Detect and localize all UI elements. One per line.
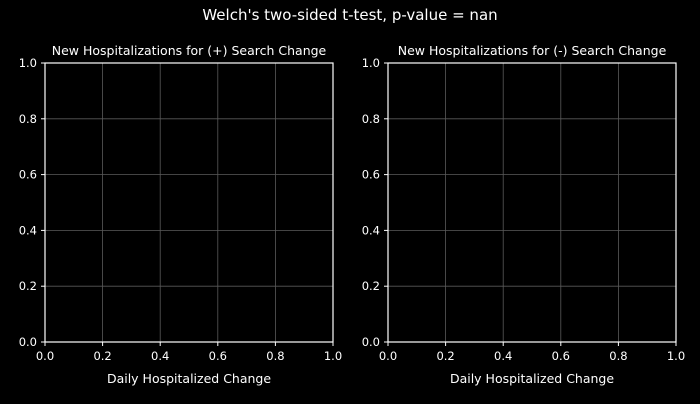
x-axis-label: Daily Hospitalized Change xyxy=(107,371,271,386)
figure-suptitle: Welch's two-sided t-test, p-value = nan xyxy=(202,6,497,24)
x-tick-label: 1.0 xyxy=(324,349,342,363)
y-tick-label: 0.0 xyxy=(362,335,380,349)
x-tick-label: 0.2 xyxy=(93,349,111,363)
x-tick-label: 0.4 xyxy=(151,349,169,363)
x-tick-label: 1.0 xyxy=(667,349,685,363)
x-tick-label: 0.8 xyxy=(266,349,284,363)
x-tick-label: 0.0 xyxy=(36,349,54,363)
axes-frame-right xyxy=(387,62,677,343)
x-tick-label: 0.6 xyxy=(209,349,227,363)
y-tick-label: 0.8 xyxy=(362,112,380,126)
x-axis-label: Daily Hospitalized Change xyxy=(450,371,614,386)
x-tick-label: 0.4 xyxy=(494,349,512,363)
x-tick-label: 0.8 xyxy=(609,349,627,363)
x-tick-label: 0.6 xyxy=(552,349,570,363)
y-tick-label: 0.4 xyxy=(362,223,380,237)
x-tick-label: 0.2 xyxy=(436,349,454,363)
plot-area-right xyxy=(388,63,676,342)
subplot-title: New Hospitalizations for (+) Search Chan… xyxy=(52,43,327,58)
plot-area-left xyxy=(45,63,333,342)
x-tick-label: 0.0 xyxy=(379,349,397,363)
y-tick-label: 0.2 xyxy=(19,279,37,293)
y-tick-label: 0.8 xyxy=(19,112,37,126)
subplot-right: 0.0 0.2 0.4 0.6 0.8 1.0 0.0 0.2 0.4 0.6 0.8 1.0 New … xyxy=(362,43,685,386)
y-tick-label: 0.6 xyxy=(362,168,380,182)
y-tick-label: 0.2 xyxy=(362,279,380,293)
y-tick-label: 0.0 xyxy=(19,335,37,349)
y-tick-label: 0.6 xyxy=(19,168,37,182)
y-tick-label: 1.0 xyxy=(19,56,37,70)
subplot-left: 0.0 0.2 0.4 0.6 0.8 1.0 0.0 0.2 0.4 0.6 0.8 1.0 New … xyxy=(19,43,342,386)
axes-frame-left xyxy=(44,62,334,343)
subplot-title: New Hospitalizations for (-) Search Chan… xyxy=(398,43,667,58)
y-tick-label: 1.0 xyxy=(362,56,380,70)
y-tick-label: 0.4 xyxy=(19,223,37,237)
